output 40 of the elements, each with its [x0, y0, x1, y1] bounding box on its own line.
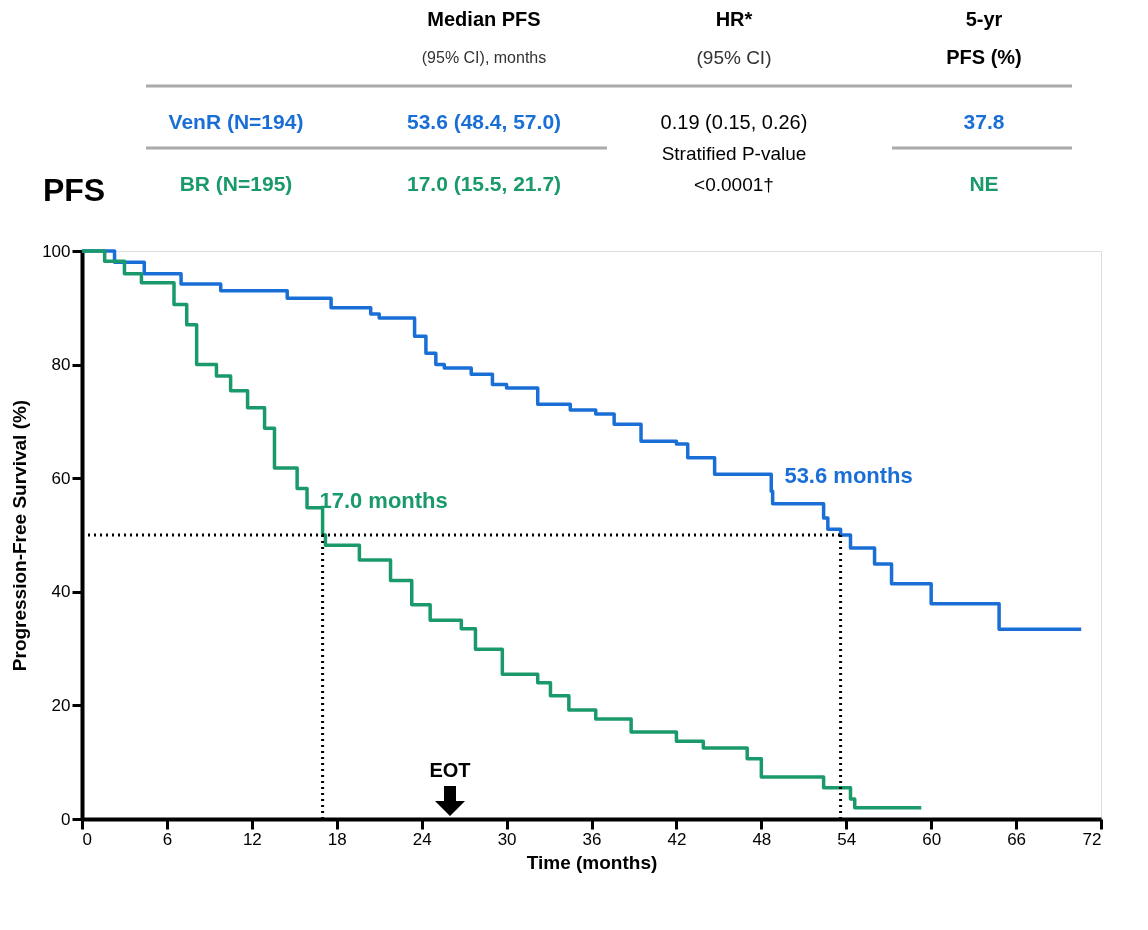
x-tick-label: 18	[327, 829, 347, 849]
x-tick-label: 42	[667, 829, 687, 849]
text: BR (N=195)	[179, 172, 293, 195]
y-tick-label: 100	[42, 241, 71, 261]
x-tick-label: 36	[582, 829, 602, 849]
text: 53.6 (48.4, 57.0)	[406, 110, 562, 133]
text: HR*	[715, 8, 753, 30]
text: NE	[969, 172, 999, 195]
text: 17.0 (15.5, 21.7)	[406, 172, 562, 195]
text: Median PFS	[427, 8, 541, 30]
x-tick-label: 54	[837, 829, 857, 849]
text: <0.0001†	[694, 174, 774, 195]
annotation: 17.0 months	[319, 488, 448, 513]
y-tick-label: 80	[51, 355, 71, 375]
text: 0.19 (0.15, 0.26)	[660, 111, 808, 133]
x-tick-label: 6	[162, 829, 173, 849]
x-tick-label: 0	[82, 829, 92, 849]
x-tick-label: 24	[412, 829, 432, 849]
text: (95% CI), months	[421, 49, 547, 66]
text: 5-yr	[965, 8, 1003, 30]
y-tick-label: 20	[51, 695, 71, 715]
x-tick-label: 30	[497, 829, 517, 849]
x-tick-label: 48	[752, 829, 772, 849]
text: 37.8	[963, 110, 1005, 133]
text: VenR (N=194)	[168, 110, 304, 133]
text: (95% CI)	[696, 47, 772, 68]
annotation: 53.6 months	[784, 463, 913, 488]
annotation: EOT	[429, 759, 471, 781]
y-tick-label: 0	[61, 809, 71, 829]
x-tick-label: 12	[242, 829, 262, 849]
chart-title: PFS	[42, 172, 106, 208]
x-tick-label: 72	[1082, 829, 1102, 849]
text: Stratified P-value	[661, 143, 807, 164]
x-tick-label: 60	[922, 829, 942, 849]
y-tick-label: 40	[51, 582, 71, 602]
text: PFS (%)	[946, 46, 1022, 68]
x-tick-label: 66	[1007, 829, 1027, 849]
y-axis-title: Progression-Free Survival (%)	[9, 399, 31, 672]
y-tick-label: 60	[51, 468, 71, 488]
x-axis-title: Time (months)	[526, 851, 658, 873]
